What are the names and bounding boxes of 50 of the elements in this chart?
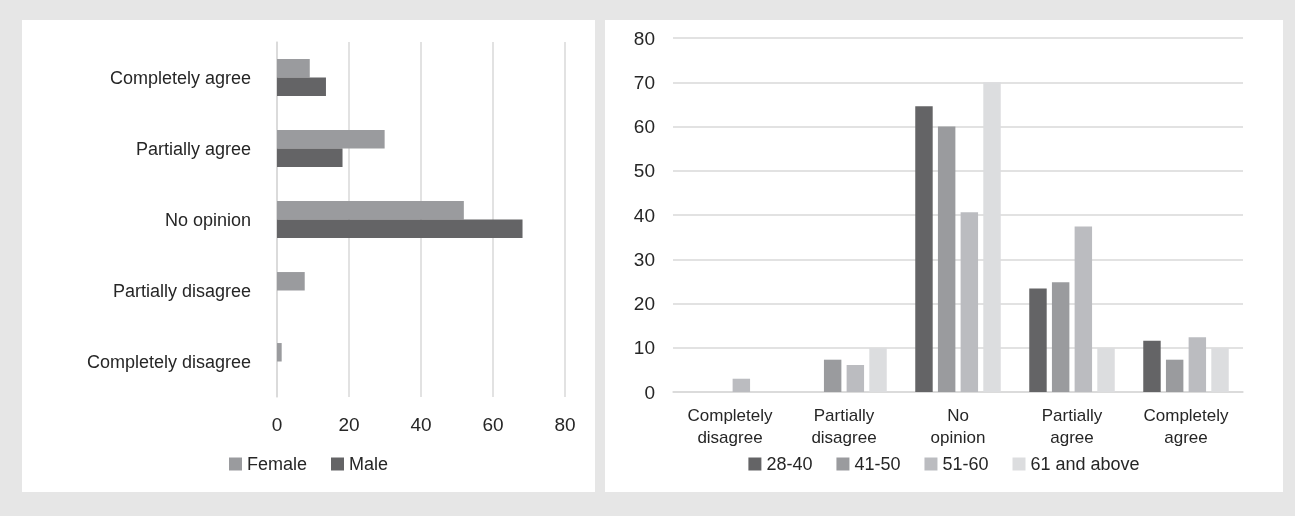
legend-label: 61 and above — [1030, 454, 1140, 474]
bar — [915, 106, 933, 392]
bar — [1074, 226, 1093, 392]
y-tick-label: Completely disagree — [86, 351, 251, 372]
bar — [823, 359, 842, 392]
y-tick-label: Partially agree — [135, 138, 251, 159]
bar — [277, 343, 282, 362]
y-tick-label: 10 — [633, 337, 655, 359]
bar — [277, 272, 305, 291]
bar — [846, 365, 865, 392]
x-tick-label: Completely agree — [1143, 405, 1230, 447]
y-tick-label: 20 — [633, 293, 655, 314]
y-tick-label: 40 — [633, 204, 655, 226]
bar — [277, 77, 326, 96]
y-tick-label: 80 — [633, 27, 655, 49]
bar — [960, 212, 979, 392]
x-tick-label: 40 — [410, 414, 432, 435]
x-tick-label: Partially agree — [1041, 405, 1103, 447]
y-tick-label: 30 — [633, 248, 655, 270]
bar — [1143, 340, 1161, 392]
bar — [277, 201, 464, 220]
x-tick-label: 0 — [271, 414, 283, 435]
legend-label: 41-50 — [854, 454, 901, 474]
bar — [1051, 282, 1070, 392]
y-tick-label: Completely agree — [109, 67, 251, 88]
x-tick-label: No opinion — [930, 405, 986, 447]
bar — [732, 378, 751, 392]
bar — [1029, 288, 1047, 392]
x-tick-label: 20 — [338, 414, 360, 435]
bar — [1188, 337, 1207, 392]
legend-label: 28-40 — [766, 454, 813, 474]
bar — [1165, 359, 1184, 392]
y-tick-label: No opinion — [164, 209, 251, 230]
bar — [937, 126, 956, 392]
y-tick-label: Partially disagree — [112, 280, 251, 301]
x-tick-label: Partially disagree — [811, 405, 877, 447]
y-tick-label: 70 — [633, 71, 655, 93]
legend-label: 51-60 — [942, 454, 989, 474]
y-tick-label: 60 — [633, 116, 655, 137]
legend-label: Female — [246, 454, 308, 474]
x-tick-label: 60 — [482, 414, 504, 435]
x-tick-label: Completely disagree — [687, 405, 774, 447]
y-tick-label: 50 — [633, 160, 655, 182]
bar — [277, 59, 310, 78]
bar — [277, 130, 385, 149]
bar — [277, 148, 343, 167]
x-tick-label: 80 — [554, 414, 576, 435]
bar — [277, 219, 523, 238]
y-tick-label: 0 — [644, 381, 655, 403]
legend-label: Male — [349, 454, 389, 474]
